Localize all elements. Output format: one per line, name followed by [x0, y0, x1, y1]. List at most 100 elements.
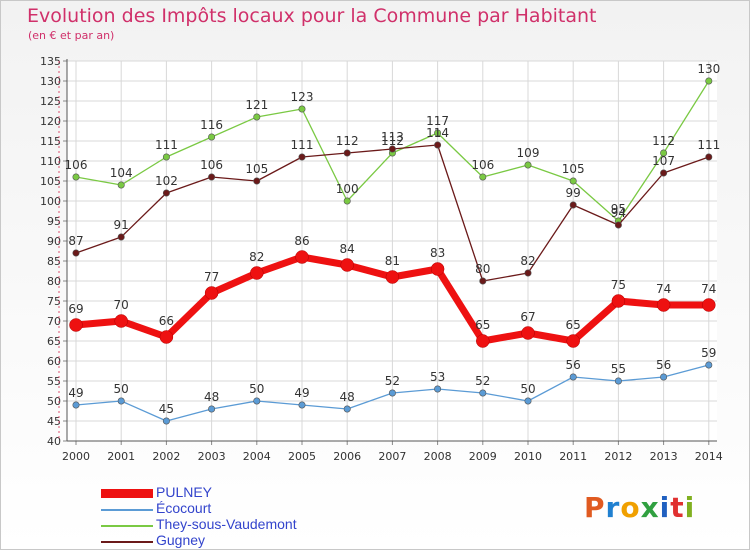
- data-point-gugney: [569, 201, 577, 209]
- data-point-they-sous-vaudemont: [117, 181, 125, 189]
- data-point-gugney: [253, 177, 261, 185]
- y-tick-label: 120: [40, 115, 61, 128]
- data-label-pulney: 70: [114, 298, 129, 312]
- data-point-they-sous-vaudemont: [253, 113, 261, 121]
- data-point--cocourt: [208, 405, 216, 413]
- legend-swatch: [101, 525, 153, 527]
- data-label-pulney: 65: [566, 318, 581, 332]
- y-tick-label: 70: [47, 315, 61, 328]
- y-tick-label: 45: [47, 415, 61, 428]
- logo-letter: i: [684, 491, 696, 524]
- data-label-they-sous-vaudemont: 109: [517, 146, 540, 160]
- data-label-they-sous-vaudemont: 112: [652, 134, 675, 148]
- y-tick-label: 95: [47, 215, 61, 228]
- data-point-gugney: [117, 233, 125, 241]
- data-label-gugney: 99: [566, 186, 581, 200]
- legend-label: PULNEY: [156, 484, 213, 500]
- data-label-pulney: 81: [385, 254, 400, 268]
- data-point-pulney: [159, 330, 174, 344]
- x-tick-label: 2014: [695, 450, 723, 463]
- logo-letter: t: [670, 491, 685, 524]
- data-label--cocourt: 53: [430, 370, 445, 384]
- data-label-they-sous-vaudemont: 112: [381, 134, 404, 148]
- data-point-gugney: [343, 149, 351, 157]
- data-label-gugney: 113: [381, 130, 404, 144]
- x-tick-label: 2004: [243, 450, 271, 463]
- data-point--cocourt: [253, 397, 261, 405]
- data-label-gugney: 106: [200, 158, 223, 172]
- y-tick-label: 115: [40, 135, 61, 148]
- data-point-pulney: [250, 266, 264, 280]
- legend-label: Gugney: [156, 532, 206, 548]
- data-label-gugney: 111: [697, 138, 720, 152]
- data-point-they-sous-vaudemont: [524, 161, 532, 169]
- x-tick-label: 2008: [424, 450, 452, 463]
- y-tick-label: 85: [47, 255, 61, 268]
- data-point-gugney: [72, 249, 80, 257]
- data-point-gugney: [162, 189, 170, 197]
- data-point-they-sous-vaudemont: [208, 133, 216, 141]
- y-tick-label: 130: [40, 75, 61, 88]
- legend-label: Écocourt: [156, 500, 212, 516]
- data-point-they-sous-vaudemont: [479, 173, 487, 181]
- x-tick-label: 2006: [333, 450, 361, 463]
- data-label--cocourt: 50: [520, 382, 535, 396]
- data-point--cocourt: [569, 373, 577, 381]
- proxiti-logo: Proxiti: [584, 491, 695, 524]
- data-label-gugney: 107: [652, 154, 675, 168]
- x-tick-label: 2011: [559, 450, 587, 463]
- data-label-pulney: 74: [701, 282, 716, 296]
- data-point-pulney: [430, 262, 445, 276]
- x-tick-label: 2013: [650, 450, 678, 463]
- data-point-pulney: [340, 258, 354, 272]
- data-label--cocourt: 48: [340, 390, 355, 404]
- data-label--cocourt: 52: [385, 374, 400, 388]
- data-label-gugney: 112: [336, 134, 359, 148]
- x-tick-label: 2000: [62, 450, 90, 463]
- data-point--cocourt: [343, 405, 351, 413]
- data-point-gugney: [705, 153, 713, 161]
- data-point-pulney: [385, 270, 400, 284]
- data-point-gugney: [479, 277, 487, 285]
- data-label--cocourt: 48: [204, 390, 219, 404]
- data-label-gugney: 114: [426, 126, 449, 140]
- y-tick-label: 65: [47, 335, 61, 348]
- x-tick-label: 2007: [378, 450, 406, 463]
- data-label--cocourt: 55: [611, 362, 626, 376]
- legend-swatch: [101, 489, 153, 498]
- y-tick-label: 90: [47, 235, 61, 248]
- chart-title: Evolution des Impôts locaux pour la Comm…: [27, 5, 597, 27]
- data-point--cocourt: [162, 417, 170, 425]
- data-point-gugney: [614, 221, 622, 229]
- data-point--cocourt: [298, 401, 306, 409]
- x-tick-label: 2003: [198, 450, 226, 463]
- data-point-they-sous-vaudemont: [705, 77, 713, 85]
- chart-subtitle: (en € et par an): [28, 29, 115, 42]
- data-point-they-sous-vaudemont: [569, 177, 577, 185]
- data-point-pulney: [476, 334, 490, 348]
- y-tick-label: 110: [40, 155, 61, 168]
- data-point--cocourt: [434, 385, 442, 393]
- logo-letter: x: [640, 491, 660, 524]
- data-label-pulney: 84: [340, 242, 355, 256]
- data-label-they-sous-vaudemont: 117: [426, 114, 449, 128]
- y-tick-label: 125: [40, 95, 61, 108]
- data-point-gugney: [660, 169, 668, 177]
- data-point-gugney: [434, 141, 442, 149]
- data-label-pulney: 74: [656, 282, 671, 296]
- data-label-they-sous-vaudemont: 105: [562, 162, 585, 176]
- data-point--cocourt: [117, 397, 125, 405]
- data-label--cocourt: 45: [159, 402, 174, 416]
- data-point-they-sous-vaudemont: [343, 197, 351, 205]
- data-label-pulney: 65: [475, 318, 490, 332]
- y-tick-label: 50: [47, 395, 61, 408]
- data-label--cocourt: 59: [701, 346, 716, 360]
- data-label--cocourt: 52: [475, 374, 490, 388]
- data-point-pulney: [69, 318, 83, 332]
- data-label-gugney: 87: [68, 234, 83, 248]
- logo-letter: P: [584, 491, 606, 524]
- data-label-they-sous-vaudemont: 130: [697, 62, 720, 76]
- legend-swatch: [101, 541, 153, 543]
